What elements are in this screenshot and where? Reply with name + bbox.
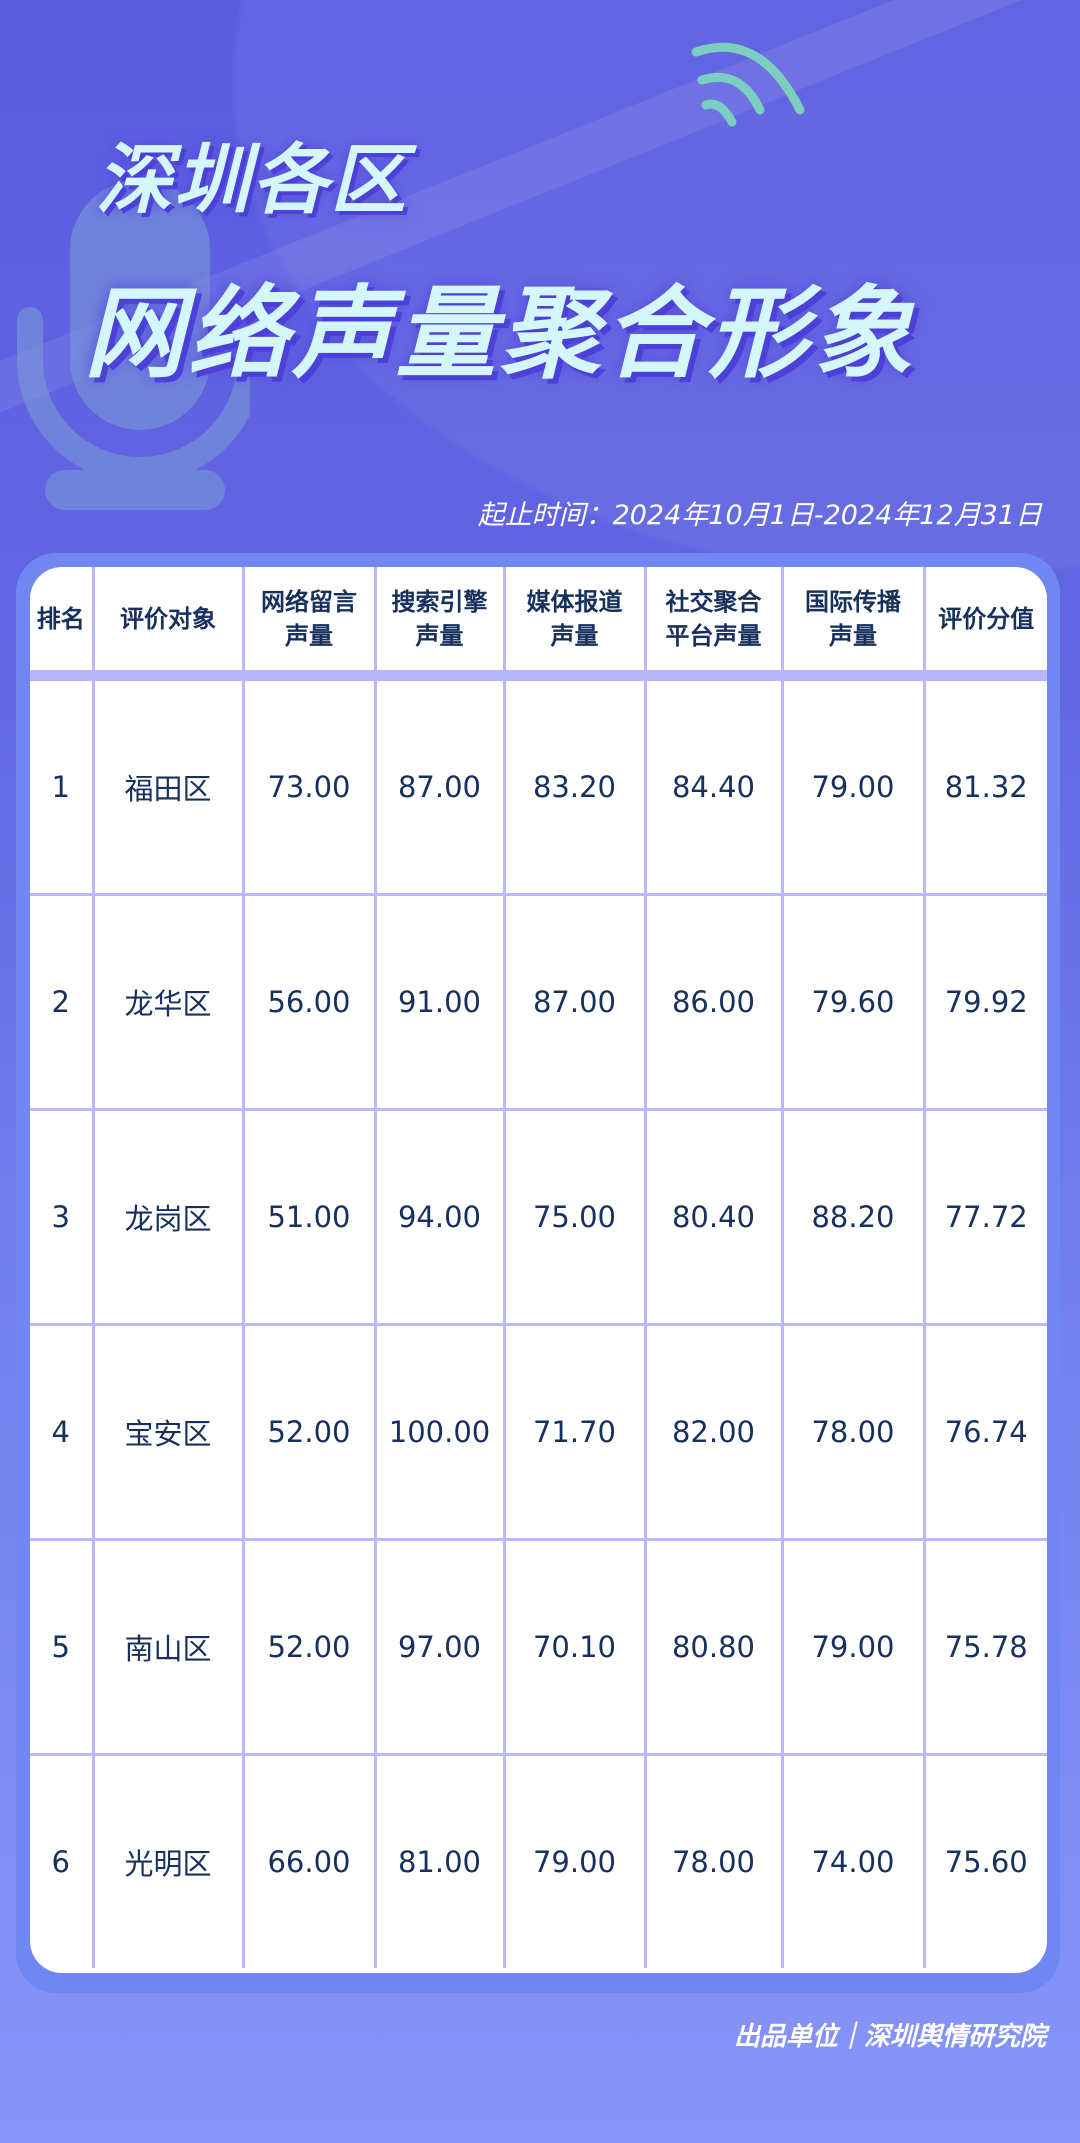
score-cell: 75.60 [922,1754,1047,1968]
district-cell: 福田区 [91,681,243,896]
rank-cell: 6 [51,1845,70,1879]
score-cell: 80.80 [643,1539,782,1756]
title-line-2: 网络声量聚合形象 [84,275,916,392]
score-cell: 56.00 [241,894,375,1111]
score-cell: 81.32 [922,681,1047,896]
district-cell: 宝安区 [91,1324,243,1541]
rank-cell: 3 [30,1109,93,1326]
score-cell: 76.74 [922,1324,1047,1541]
score-cell: 88.20 [780,1109,924,1326]
score-cell: 82.00 [643,1324,782,1541]
score-cell: 94.00 [373,1109,504,1326]
score-cell: 86.00 [643,894,782,1111]
district-cell: 龙华区 [91,894,243,1111]
column-header: 网络留言 声量 [241,567,375,670]
table-row: 5 南山区 52.00 97.00 70.10 80.80 79.00 75.78 [30,1539,1047,1756]
table-row: 1 福田区 73.00 87.00 83.20 84.40 79.00 81.32 [30,681,1047,896]
score-cell: 79.60 [780,894,924,1111]
ranking-table-card: 排名 评价对象 网络留言 声量 搜索引擎 声量 媒体报道 声量 社交聚合 平台声量 国际传播… [30,567,1047,1973]
score-cell: 51.00 [241,1109,375,1326]
district-cell: 龙岗区 [91,1109,243,1326]
table-header-row: 排名 评价对象 网络留言 声量 搜索引擎 声量 媒体报道 声量 社交聚合 平台声量 国际传播… [30,567,1047,670]
rank-cell: 2 [30,894,93,1111]
microphone-icon [17,180,250,510]
score-cell: 100.00 [373,1324,504,1541]
score-cell: 87.00 [502,894,645,1111]
score-cell: 84.40 [643,681,782,896]
column-header: 媒体报道 声量 [502,567,645,670]
score-cell: 73.00 [241,681,375,896]
rank-cell: 4 [30,1324,93,1541]
score-cell: 80.40 [643,1109,782,1326]
column-header: 搜索引擎 声量 [373,567,504,670]
date-range: 起止时间：2024年10月1日-2024年12月31日 [477,500,1042,531]
district-cell: 光明区 [91,1754,243,1968]
score-cell: 97.00 [373,1539,504,1756]
score-cell: 74.00 [780,1754,924,1968]
footer-credit: 出品单位｜深圳舆情研究院 [733,2022,1046,2052]
rank-cell: 5 [30,1539,93,1756]
ranking-table: 排名 评价对象 网络留言 声量 搜索引擎 声量 媒体报道 声量 社交聚合 平台声量 国际传播… [30,567,1047,1968]
header-divider-bar [30,670,1047,681]
score-cell: 66.00 [241,1754,375,1968]
column-header: 国际传播 声量 [780,567,924,670]
score-cell: 81.00 [373,1754,504,1968]
column-header: 排名 [36,604,85,633]
title-line-1: 深圳各区 [96,135,408,224]
rank-cell: 1 [30,681,93,896]
score-cell: 71.70 [502,1324,645,1541]
score-cell: 91.00 [373,894,504,1111]
score-cell: 79.00 [502,1754,645,1968]
column-header: 评价分值 [922,567,1047,670]
score-cell: 75.00 [502,1109,645,1326]
table-row: 6 光明区 66.00 81.00 79.00 78.00 74.00 75.60 [30,1754,1047,1968]
signal-waves-icon [691,42,805,127]
column-header: 社交聚合 平台声量 [643,567,782,670]
score-cell: 87.00 [373,681,504,896]
table-row: 2 龙华区 56.00 91.00 87.00 86.00 79.60 79.92 [30,894,1047,1111]
score-cell: 52.00 [241,1539,375,1756]
score-cell: 79.00 [780,681,924,896]
score-cell: 79.00 [780,1539,924,1756]
score-cell: 70.10 [502,1539,645,1756]
score-cell: 77.72 [922,1109,1047,1326]
table-row: 3 龙岗区 51.00 94.00 75.00 80.40 88.20 77.72 [30,1109,1047,1326]
table-row: 4 宝安区 52.00 100.00 71.70 82.00 78.00 76.74 [30,1324,1047,1541]
score-cell: 83.20 [502,681,645,896]
district-cell: 南山区 [91,1539,243,1756]
score-cell: 78.00 [780,1324,924,1541]
score-cell: 75.78 [922,1539,1047,1756]
score-cell: 78.00 [643,1754,782,1968]
score-cell: 79.92 [922,894,1047,1111]
column-header: 评价对象 [91,567,243,670]
score-cell: 52.00 [241,1324,375,1541]
